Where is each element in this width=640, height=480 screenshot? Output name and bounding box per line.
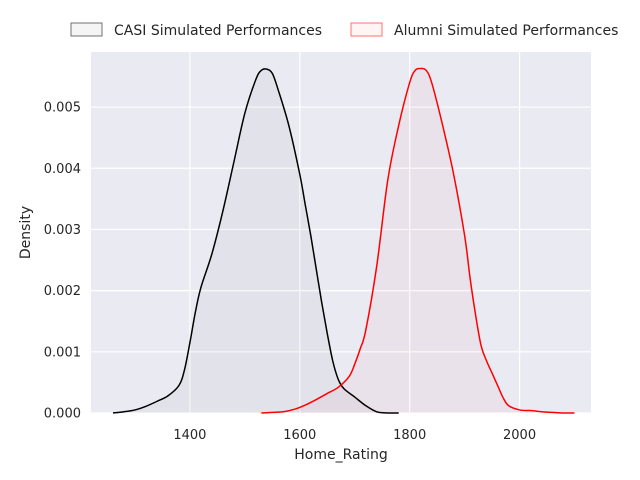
x-tick-label: 1400: [173, 428, 206, 443]
y-axis-label: Density: [18, 206, 34, 259]
grid-lines: [91, 52, 591, 414]
y-tick-label: 0.000: [44, 407, 81, 422]
y-tick-label: 0.004: [44, 162, 81, 177]
legend-swatch-1: [350, 22, 383, 37]
legend: CASI Simulated Performances Alumni Simula…: [70, 22, 618, 39]
plot-background: [91, 52, 591, 413]
x-tick-label: 2000: [503, 428, 536, 443]
legend-label-0: CASI Simulated Performances: [114, 23, 322, 39]
x-tick-label: 1600: [283, 428, 316, 443]
y-tick-label: 0.002: [44, 284, 81, 299]
y-axis-ticks: 0.000 0.001 0.002 0.003 0.004 0.005: [44, 101, 81, 422]
y-tick-label: 0.005: [44, 101, 81, 116]
x-tick-label: 1800: [393, 428, 426, 443]
legend-label-1: Alumni Simulated Performances: [394, 23, 618, 39]
series-layer: [112, 67, 575, 414]
y-tick-label: 0.003: [44, 223, 81, 238]
y-tick-label: 0.001: [44, 345, 81, 360]
x-axis-ticks: 1400 1600 1800 2000: [173, 428, 536, 443]
legend-swatch-0: [70, 22, 103, 37]
x-axis-label: Home_Rating: [294, 447, 387, 463]
density-line-1: [261, 67, 575, 414]
density-line-0: [112, 68, 399, 414]
